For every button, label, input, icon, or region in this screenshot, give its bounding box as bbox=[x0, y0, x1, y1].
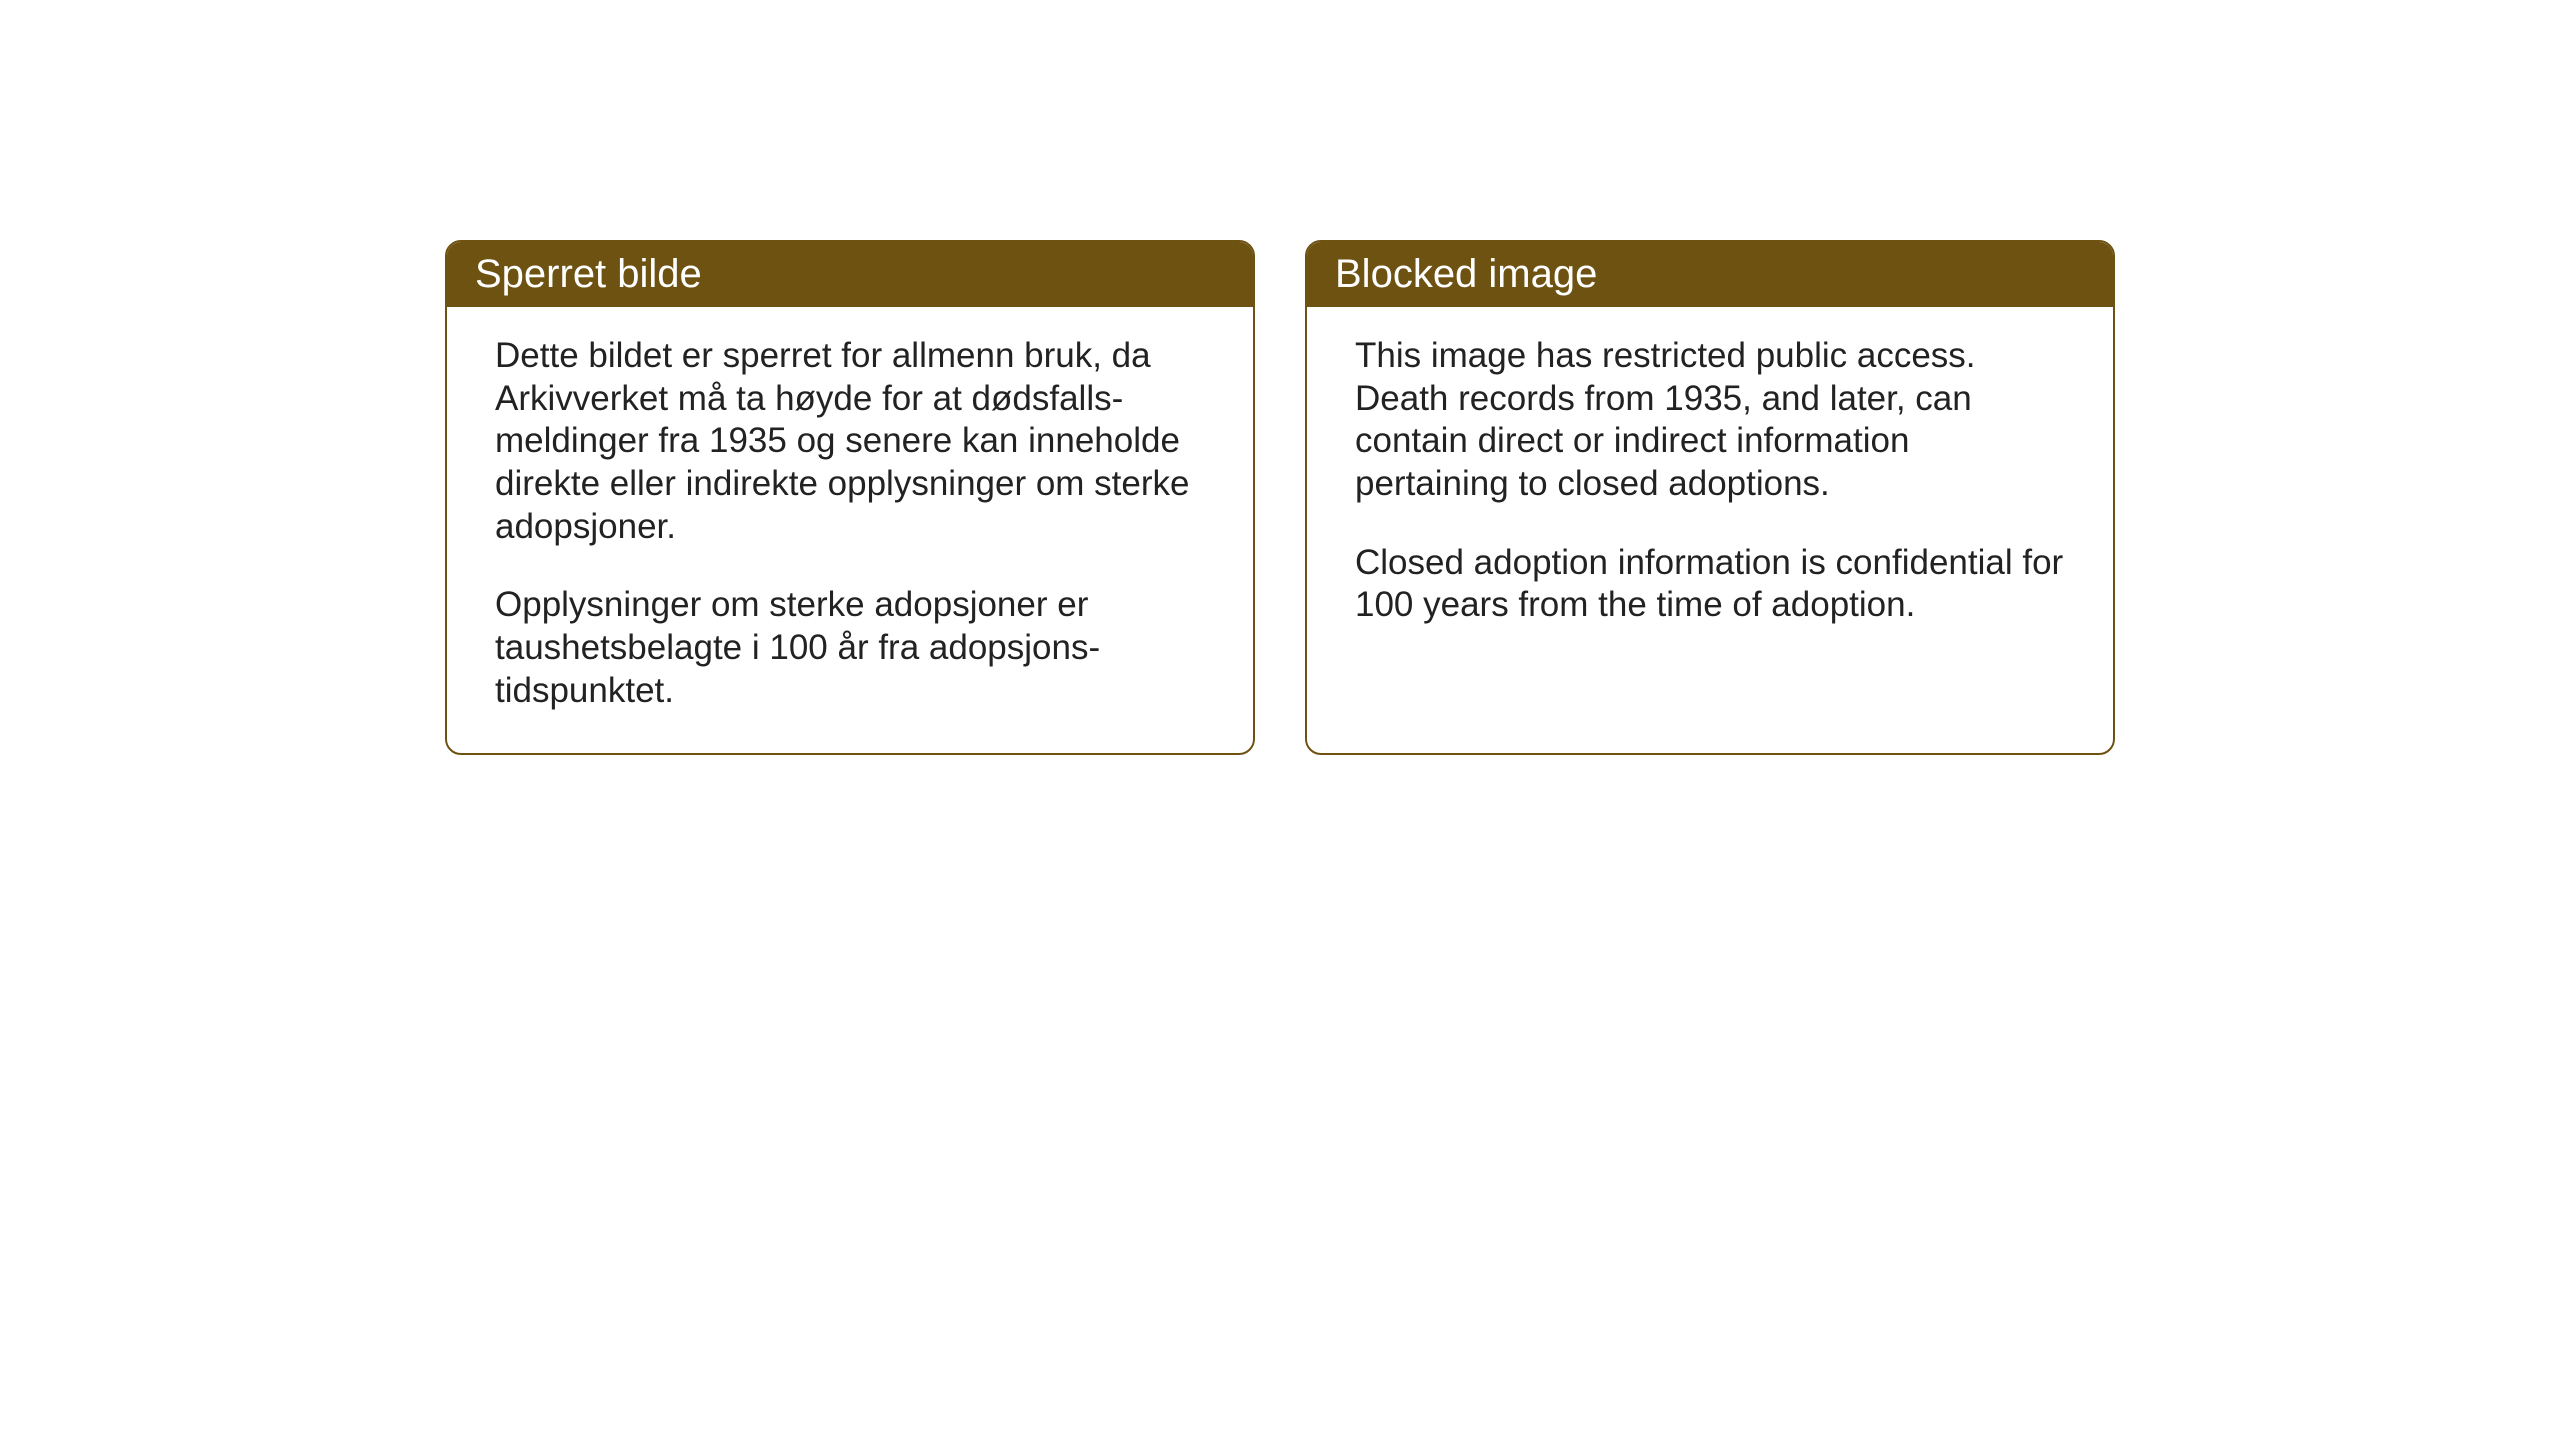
card-body-norwegian: Dette bildet er sperret for allmenn bruk… bbox=[447, 307, 1253, 753]
notice-card-norwegian: Sperret bilde Dette bildet er sperret fo… bbox=[445, 240, 1255, 755]
card-paragraph: This image has restricted public access.… bbox=[1355, 335, 2065, 506]
card-header-english: Blocked image bbox=[1307, 242, 2113, 307]
notice-card-english: Blocked image This image has restricted … bbox=[1305, 240, 2115, 755]
card-title-norwegian: Sperret bilde bbox=[475, 252, 702, 296]
notice-container: Sperret bilde Dette bildet er sperret fo… bbox=[445, 240, 2115, 755]
card-paragraph: Closed adoption information is confident… bbox=[1355, 542, 2065, 627]
card-header-norwegian: Sperret bilde bbox=[447, 242, 1253, 307]
card-title-english: Blocked image bbox=[1335, 252, 1597, 296]
card-body-english: This image has restricted public access.… bbox=[1307, 307, 2113, 667]
card-paragraph: Opplysninger om sterke adopsjoner er tau… bbox=[495, 584, 1205, 712]
card-paragraph: Dette bildet er sperret for allmenn bruk… bbox=[495, 335, 1205, 548]
